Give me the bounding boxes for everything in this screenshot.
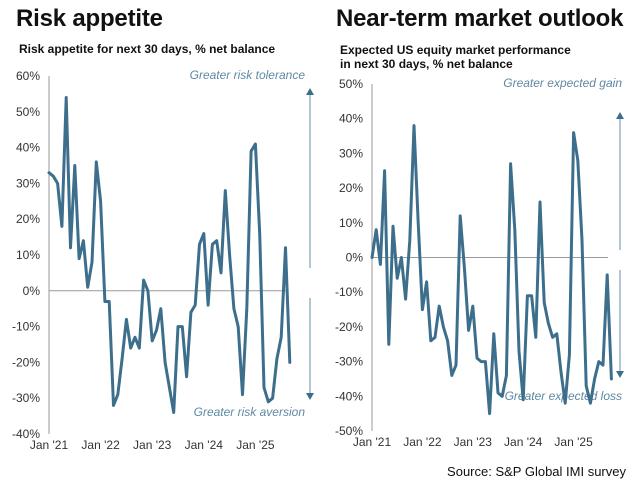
risk-x-tick-label: Jan '21 (30, 438, 69, 452)
outlook-y-tick-label: -30% (335, 355, 363, 369)
risk-y-tick-label: 10% (16, 248, 40, 262)
risk-series-line (47, 96, 292, 414)
risk-y-tick-label: -40% (12, 427, 40, 441)
risk-y-tick-label: 20% (16, 212, 40, 226)
risk-y-tick-label: -30% (12, 391, 40, 405)
outlook-y-tick-label: 0% (346, 251, 364, 265)
risk-annotation-top: Greater risk tolerance (190, 68, 306, 82)
outlook-arrow-down-icon (616, 371, 624, 378)
outlook-x-tick-label: Jan '24 (504, 435, 543, 449)
market-outlook-subtitle: Expected US equity market performance in… (340, 43, 571, 71)
risk-y-tick-label: 50% (16, 105, 40, 119)
outlook-y-tick-label: -10% (335, 285, 363, 299)
outlook-y-tick-label: -50% (335, 424, 363, 438)
outlook-arrow-up-icon (616, 112, 624, 119)
risk-y-tick-label: 30% (16, 176, 40, 190)
risk-x-tick-label: Jan '24 (185, 438, 224, 452)
risk-y-tick-label: 0% (23, 284, 41, 298)
outlook-y-tick-label: 10% (339, 216, 363, 230)
outlook-y-tick-label: 40% (339, 112, 363, 126)
outlook-x-tick-label: Jan '21 (353, 435, 392, 449)
risk-chart: 60%50%40%30%20%10%0%-10%-20%-30%-40%Jan … (12, 68, 314, 452)
outlook-y-tick-label: 30% (339, 146, 363, 160)
outlook-x-tick-label: Jan '23 (454, 435, 493, 449)
outlook-y-tick-label: 50% (339, 77, 363, 91)
risk-arrow-up-icon (306, 88, 314, 95)
outlook-annotation-top: Greater expected gain (503, 76, 622, 90)
risk-x-tick-label: Jan '25 (236, 438, 275, 452)
outlook-series-line (370, 124, 613, 416)
risk-y-tick-label: -10% (12, 320, 40, 334)
market-outlook-subtitle-line-2: in next 30 days, % net balance (340, 57, 513, 71)
risk-arrow-down-icon (306, 393, 314, 400)
risk-x-tick-label: Jan '22 (81, 438, 120, 452)
risk-x-tick-label: Jan '23 (133, 438, 172, 452)
outlook-chart: 50%40%30%20%10%0%-10%-20%-30%-40%-50%Jan… (335, 76, 624, 449)
market-outlook-subtitle-line-1: Expected US equity market performance (340, 43, 571, 57)
risk-y-tick-label: -20% (12, 355, 40, 369)
outlook-y-tick-label: -20% (335, 320, 363, 334)
outlook-y-tick-label: 20% (339, 181, 363, 195)
risk-y-tick-label: 40% (16, 141, 40, 155)
outlook-x-tick-label: Jan '25 (554, 435, 593, 449)
outlook-y-tick-label: -40% (335, 389, 363, 403)
source-note: Source: S&P Global IMI survey (447, 464, 626, 479)
risk-appetite-title: Risk appetite (16, 5, 163, 32)
market-outlook-title: Near-term market outlook (336, 5, 624, 32)
risk-appetite-subtitle: Risk appetite for next 30 days, % net ba… (19, 42, 276, 56)
risk-y-tick-label: 60% (16, 69, 40, 83)
outlook-x-tick-label: Jan '22 (403, 435, 442, 449)
risk-annotation-bottom: Greater risk aversion (194, 405, 306, 419)
